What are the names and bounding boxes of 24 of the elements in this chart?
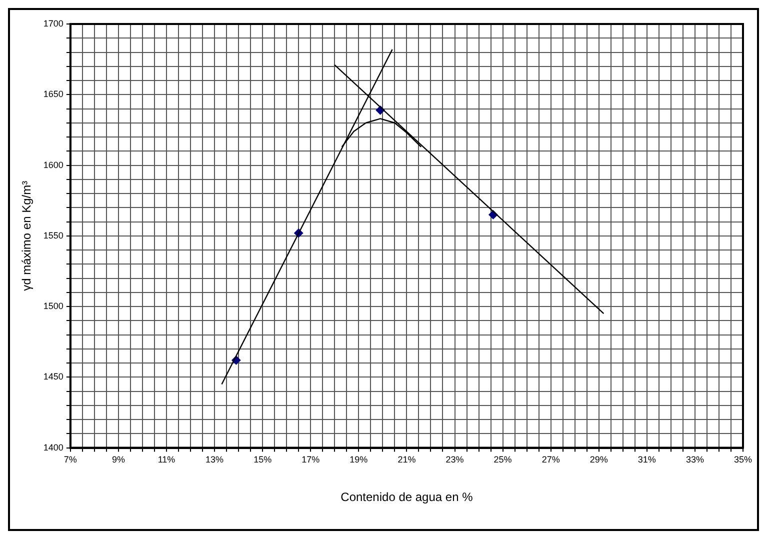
x-axis-title: Contenido de agua en % [340, 490, 474, 504]
y-axis-title: γd máximo en Kg/m³ [20, 180, 34, 291]
x-tick-label: 11% [158, 454, 176, 465]
y-tick-label: 1600 [43, 160, 64, 170]
y-tick-label: 1450 [43, 372, 64, 382]
x-tick-label: 27% [542, 454, 560, 465]
x-tick-label: 13% [206, 454, 224, 465]
x-tick-label: 17% [302, 454, 320, 465]
x-tick-label: 19% [350, 454, 368, 465]
x-tick-label: 9% [112, 454, 125, 465]
x-tick-label: 23% [446, 454, 464, 465]
x-tick-label: 7% [64, 454, 77, 465]
x-tick-label: 31% [638, 454, 656, 465]
x-tick-label: 25% [494, 454, 512, 465]
y-tick-label: 1400 [43, 442, 64, 452]
x-tick-label: 33% [686, 454, 704, 465]
x-tick-label: 15% [254, 454, 272, 465]
x-tick-label: 35% [734, 454, 752, 465]
x-tick-label: 29% [590, 454, 608, 465]
y-tick-label: 1550 [43, 230, 64, 240]
y-tick-label: 1650 [43, 89, 64, 100]
y-tick-label: 1700 [43, 18, 64, 28]
y-tick-label: 1500 [43, 301, 64, 312]
x-tick-label: 21% [398, 454, 416, 465]
